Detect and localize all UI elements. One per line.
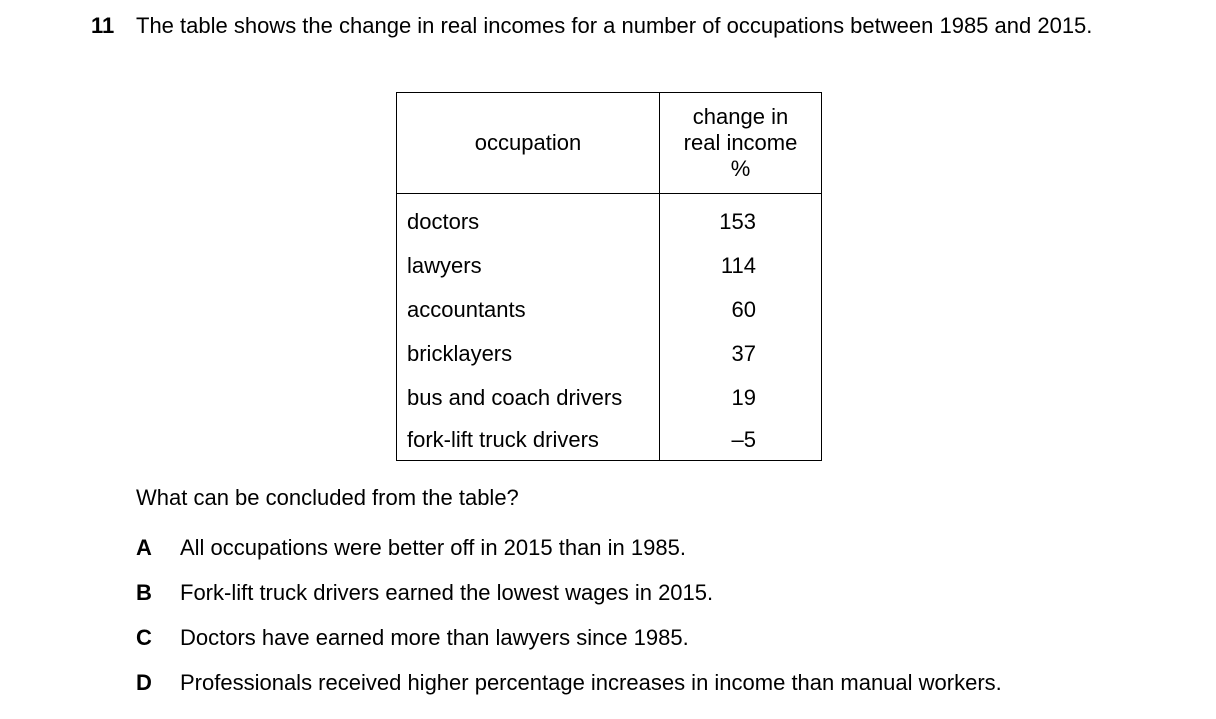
table-header-row: occupation change in real income % <box>396 92 822 194</box>
question-stem: The table shows the change in real incom… <box>136 13 1093 38</box>
option-text: Professionals received higher percentage… <box>180 670 1002 695</box>
option-text: Doctors have earned more than lawyers si… <box>180 625 689 650</box>
income-change-table: occupation change in real income % docto… <box>396 92 822 461</box>
table-row: accountants 60 <box>396 288 822 332</box>
occupation-cell: doctors <box>396 193 660 244</box>
header-change-line1: change in <box>692 104 789 129</box>
option-letter: B <box>136 580 152 605</box>
change-cell: –5 <box>659 420 822 461</box>
header-occupation: occupation <box>396 92 660 194</box>
header-change-in-real-income: change in real income % <box>659 92 822 194</box>
table-row: lawyers 114 <box>396 244 822 288</box>
option-text: Fork-lift truck drivers earned the lowes… <box>180 580 714 605</box>
occupation-cell: bricklayers <box>396 332 660 376</box>
change-cell: 60 <box>659 288 822 332</box>
option-text: All occupations were better off in 2015 … <box>180 535 686 560</box>
table-row: bricklayers 37 <box>396 332 822 376</box>
question-number: 11 <box>91 13 115 38</box>
occupation-cell: fork-lift truck drivers <box>396 420 660 461</box>
occupation-cell: lawyers <box>396 244 660 288</box>
change-cell: 37 <box>659 332 822 376</box>
question-prompt: What can be concluded from the table? <box>136 485 519 510</box>
occupation-cell: accountants <box>396 288 660 332</box>
change-cell: 114 <box>659 244 822 288</box>
table-row: fork-lift truck drivers –5 <box>396 420 822 461</box>
table-row: bus and coach drivers 19 <box>396 376 822 420</box>
header-change-unit: % <box>730 156 751 181</box>
option-letter: C <box>136 625 152 650</box>
change-cell: 153 <box>659 193 822 244</box>
change-cell: 19 <box>659 376 822 420</box>
option-letter: A <box>136 535 152 560</box>
table-row: doctors 153 <box>396 193 822 244</box>
occupation-cell: bus and coach drivers <box>396 376 660 420</box>
header-change-line2: real income <box>683 130 798 155</box>
option-letter: D <box>136 670 152 695</box>
